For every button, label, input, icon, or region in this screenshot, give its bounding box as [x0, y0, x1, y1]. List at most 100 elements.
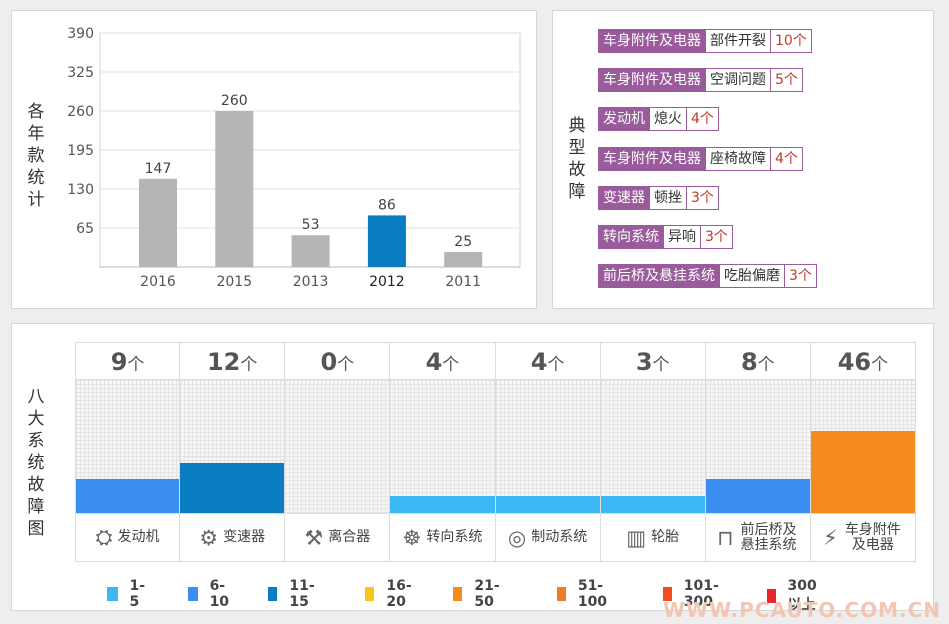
system-count-value: 8	[740, 348, 758, 376]
system-bar	[76, 479, 180, 513]
engine-icon: ⛭	[95, 525, 113, 549]
legend-item: 51-100	[557, 578, 612, 610]
y-tick-label: 260	[67, 104, 94, 120]
system-count-value: 12	[206, 348, 241, 376]
system-bar-area	[285, 380, 390, 513]
legend-label: 1-5	[129, 578, 146, 610]
fault-item: 转向系统 异响 3个	[598, 225, 733, 249]
system-count-value: 46	[837, 348, 872, 376]
system-count-value: 4	[530, 348, 548, 376]
fault-count: 3个	[701, 225, 733, 249]
system-label: ☸ 转向系统	[390, 513, 495, 562]
system-column: 4个 ◎ 制动系统	[495, 342, 601, 562]
system-count-unit: 个	[337, 355, 355, 375]
fault-problem: 异响	[664, 225, 701, 249]
fault-count: 4个	[771, 146, 803, 171]
fault-category: 前后桥及悬挂系统	[598, 264, 720, 289]
x-tick-label: 2011	[445, 274, 481, 290]
gear-shift-icon: ⚙	[199, 525, 219, 550]
fault-item: 变速器 顿挫 3个	[598, 185, 719, 210]
x-tick-label: 2012	[369, 274, 405, 290]
system-column: 12个 ⚙ 变速器	[180, 342, 286, 562]
system-label: ◎ 制动系统	[495, 513, 600, 562]
system-bar	[600, 496, 705, 513]
legend-swatch	[557, 587, 566, 601]
y-tick-label: 130	[67, 182, 94, 198]
brake-disc-icon: ◎	[507, 525, 527, 550]
system-bar	[810, 431, 915, 513]
system-count: 8个	[705, 342, 810, 380]
system-column: 3个 ▥ 轮胎	[600, 342, 706, 562]
legend-item: 6-10	[188, 578, 233, 610]
system-column: 8个 ⊓ 前后桥及悬挂系统	[705, 342, 811, 562]
fault-item: 车身附件及电器 部件开裂 10个	[598, 29, 812, 53]
data-label: 260	[221, 93, 248, 109]
system-fault-panel: 八大系统故障图 9个 ⛭ 发动机 12个 ⚙ 变速器 0个 ⚒ 离合器 4个 ☸ 转向系统 4个 ◎ 制动系…	[11, 323, 934, 614]
system-name: 轮胎	[651, 529, 680, 545]
bar-2015	[215, 111, 254, 267]
system-column: 0个 ⚒ 离合器	[285, 342, 391, 562]
legend-item: 1-5	[107, 578, 149, 610]
legend-swatch	[365, 587, 375, 601]
legend-item: 300以上	[767, 578, 822, 614]
x-tick-label: 2016	[140, 274, 176, 290]
typical-fault-title: 典型故障	[568, 116, 586, 202]
legend-item: 16-20	[365, 578, 416, 610]
system-bar-area	[600, 380, 705, 513]
system-count: 46个	[810, 342, 915, 380]
fault-category: 变速器	[598, 185, 650, 210]
system-count-unit: 个	[871, 355, 889, 375]
legend-label: 51-100	[577, 578, 608, 610]
fault-problem: 部件开裂	[706, 29, 771, 53]
system-name: 车身附件及电器	[844, 521, 901, 553]
bar-2012	[367, 215, 406, 267]
fault-item: 发动机 熄火 4个	[598, 107, 719, 132]
data-label: 53	[302, 217, 320, 233]
fault-count: 10个	[771, 29, 812, 53]
fault-item: 车身附件及电器 空调问题 5个	[598, 68, 803, 93]
system-bar-area	[705, 380, 810, 513]
legend-item: 11-15	[268, 578, 319, 610]
data-label: 86	[378, 197, 396, 213]
legend-label: 11-15	[289, 578, 315, 610]
legend-swatch	[663, 587, 672, 601]
system-count-unit: 个	[757, 355, 775, 375]
system-count-value: 4	[425, 348, 443, 376]
system-bar-area	[810, 380, 915, 513]
system-label: ⛭ 发动机	[76, 513, 180, 562]
system-count: 3个	[600, 342, 705, 380]
system-label: ⚡ 车身附件及电器	[810, 513, 915, 562]
system-count: 0个	[285, 342, 390, 380]
system-grid: 9个 ⛭ 发动机 12个 ⚙ 变速器 0个 ⚒ 离合器 4个 ☸ 转向系统 4个 ◎ 制动系统 3个 ▥ 轮胎 8个…	[75, 342, 916, 562]
system-name: 发动机	[117, 529, 160, 545]
system-label: ⚙ 变速器	[180, 513, 285, 562]
legend-label: 300以上	[787, 578, 817, 613]
year-stats-panel: 各年款统计 65 130 195 260 325 390 147 2016 260 2015 53 2…	[11, 10, 537, 309]
legend-label: 16-20	[386, 578, 412, 610]
legend-swatch	[188, 587, 198, 601]
fault-count: 5个	[771, 68, 803, 93]
year-bar-chart: 65 130 195 260 325 390 147 2016 260 2015 53 2013 86 2…	[67, 26, 521, 290]
y-tick-label: 65	[76, 221, 94, 237]
system-count-unit: 个	[127, 355, 145, 375]
fault-category: 发动机	[598, 107, 650, 132]
system-bar	[180, 463, 285, 513]
system-count-unit: 个	[547, 355, 565, 375]
legend-label: 101-300	[683, 578, 719, 610]
bar-2016	[139, 178, 177, 267]
system-count-value: 9	[110, 348, 128, 376]
system-bar	[495, 496, 600, 513]
tire-icon: ▥	[626, 525, 647, 550]
x-tick-label: 2015	[216, 274, 252, 290]
system-label: ⊓ 前后桥及悬挂系统	[705, 513, 810, 562]
fault-count: 3个	[785, 264, 817, 289]
system-bar-area	[76, 380, 180, 513]
system-bar-area	[180, 380, 285, 513]
fault-problem: 熄火	[650, 107, 687, 132]
legend-label: 6-10	[209, 578, 230, 610]
system-column: 46个 ⚡ 车身附件及电器	[810, 342, 916, 562]
system-bar-area	[390, 380, 495, 513]
system-bar	[390, 496, 495, 513]
bar-2011	[444, 252, 483, 267]
fault-item: 车身附件及电器 座椅故障 4个	[598, 146, 803, 171]
